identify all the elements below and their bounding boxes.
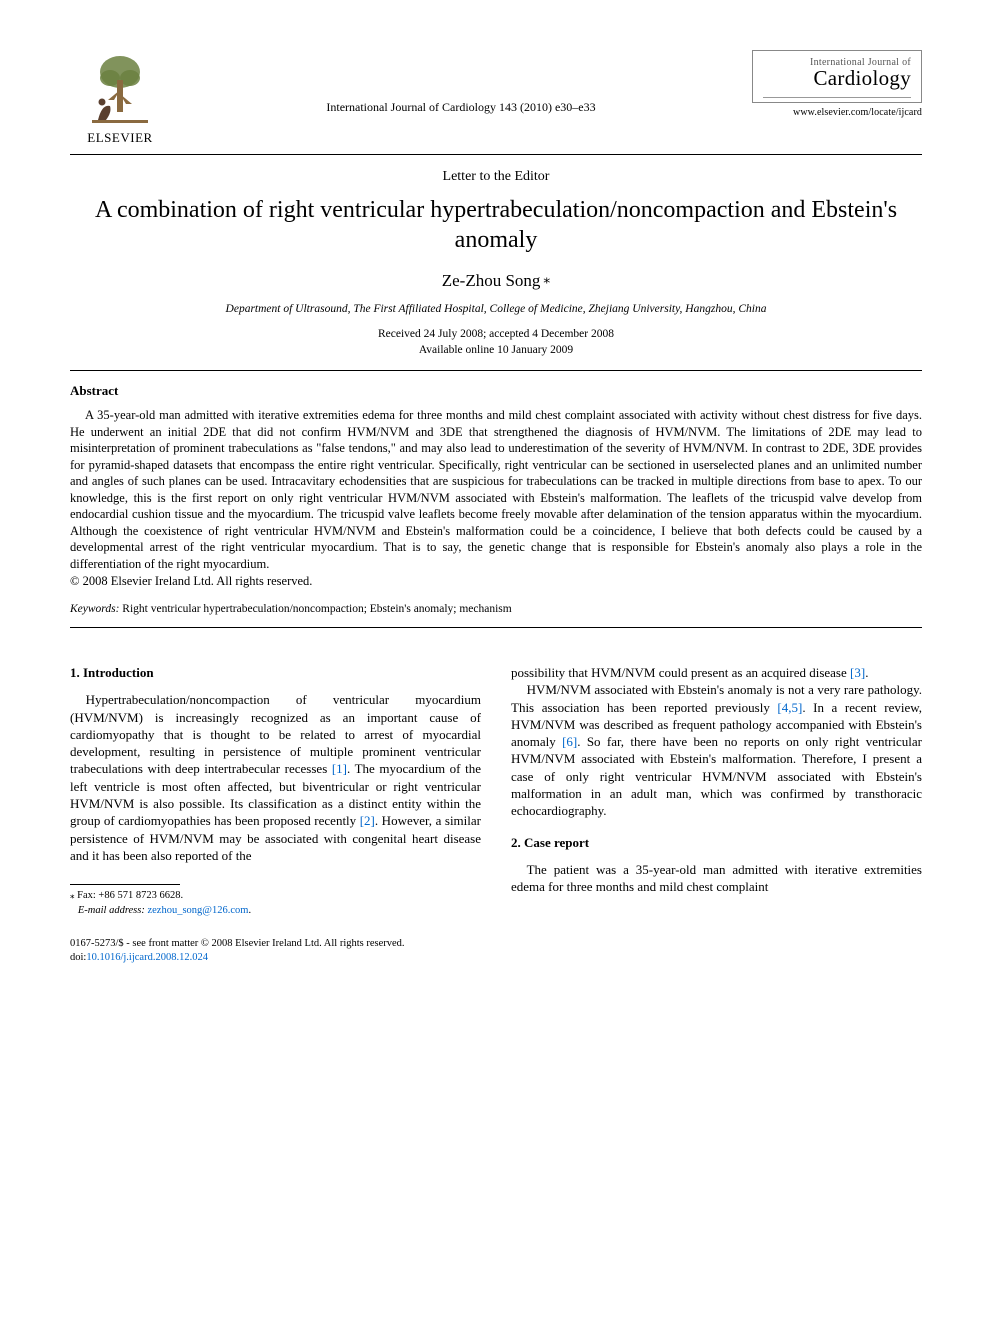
corr-star-icon: ⁎ <box>540 272 550 287</box>
abstract-copyright: © 2008 Elsevier Ireland Ltd. All rights … <box>70 574 922 589</box>
intro-para-2: HVM/NVM associated with Ebstein's anomal… <box>511 681 922 819</box>
left-column: 1. Introduction Hypertrabeculation/nonco… <box>70 664 481 918</box>
cite-4-5[interactable]: [4,5] <box>777 700 802 715</box>
article-title: A combination of right ventricular hyper… <box>90 195 902 255</box>
fax-text: Fax: +86 571 8723 6628. <box>75 890 184 901</box>
keywords: Keywords: Right ventricular hypertrabecu… <box>70 603 922 615</box>
footnote-fax: ⁎ Fax: +86 571 8723 6628. <box>70 889 481 904</box>
abstract-heading: Abstract <box>70 383 922 399</box>
journal-rule <box>763 97 911 98</box>
available-online: Available online 10 January 2009 <box>70 343 922 359</box>
author: Ze-Zhou Song ⁎ <box>70 271 922 291</box>
doi-link[interactable]: 10.1016/j.ijcard.2008.12.024 <box>86 952 208 963</box>
abstract-body: A 35-year-old man admitted with iterativ… <box>70 407 922 572</box>
doi-label: doi: <box>70 952 86 963</box>
affiliation: Department of Ultrasound, The First Affi… <box>70 303 922 315</box>
footer-copyright: 0167-5273/$ - see front matter © 2008 El… <box>70 937 922 952</box>
citation: International Journal of Cardiology 143 … <box>170 100 752 115</box>
footer-doi: doi:10.1016/j.ijcard.2008.12.024 <box>70 951 922 966</box>
t: possibility that HVM/NVM could present a… <box>511 665 850 680</box>
received-accepted: Received 24 July 2008; accepted 4 Decemb… <box>70 327 922 343</box>
right-column: possibility that HVM/NVM could present a… <box>511 664 922 918</box>
cite-1[interactable]: [1] <box>332 761 347 776</box>
email-link[interactable]: zezhou_song@126.com <box>147 905 248 916</box>
body-columns: 1. Introduction Hypertrabeculation/nonco… <box>70 664 922 918</box>
journal-title: Cardiology <box>763 66 911 91</box>
cite-2[interactable]: [2] <box>360 813 375 828</box>
footnote: ⁎ Fax: +86 571 8723 6628. E-mail address… <box>70 889 481 918</box>
author-name: Ze-Zhou Song <box>442 271 541 290</box>
section-1-heading: 1. Introduction <box>70 664 481 681</box>
keywords-text: Right ventricular hypertrabeculation/non… <box>119 603 511 615</box>
abstract-top-rule <box>70 370 922 371</box>
header: ELSEVIER International Journal of Cardio… <box>70 50 922 146</box>
footer: 0167-5273/$ - see front matter © 2008 El… <box>70 937 922 966</box>
journal-block: International Journal of Cardiology <box>752 50 922 103</box>
journal-block-wrap: International Journal of Cardiology www.… <box>752 50 922 118</box>
journal-url[interactable]: www.elsevier.com/locate/ijcard <box>752 107 922 118</box>
t: . <box>865 665 868 680</box>
intro-para-1: Hypertrabeculation/noncompaction of vent… <box>70 691 481 864</box>
cite-3[interactable]: [3] <box>850 665 865 680</box>
email-label: E-mail address: <box>78 905 145 916</box>
case-para-1: The patient was a 35-year-old man admitt… <box>511 861 922 896</box>
page: ELSEVIER International Journal of Cardio… <box>0 0 992 996</box>
publisher-name: ELSEVIER <box>87 130 152 146</box>
article-type: Letter to the Editor <box>70 169 922 185</box>
section-2-heading: 2. Case report <box>511 834 922 851</box>
keywords-label: Keywords: <box>70 603 119 615</box>
elsevier-logo <box>84 50 156 128</box>
intro-para-1-cont: possibility that HVM/NVM could present a… <box>511 664 922 681</box>
cite-6[interactable]: [6] <box>562 734 577 749</box>
footnote-email: E-mail address: zezhou_song@126.com. <box>70 904 481 919</box>
top-rule <box>70 154 922 155</box>
t: . <box>248 905 251 916</box>
dates: Received 24 July 2008; accepted 4 Decemb… <box>70 327 922 358</box>
abstract-bottom-rule <box>70 627 922 628</box>
footnote-rule <box>70 884 180 885</box>
publisher-block: ELSEVIER <box>70 50 170 146</box>
